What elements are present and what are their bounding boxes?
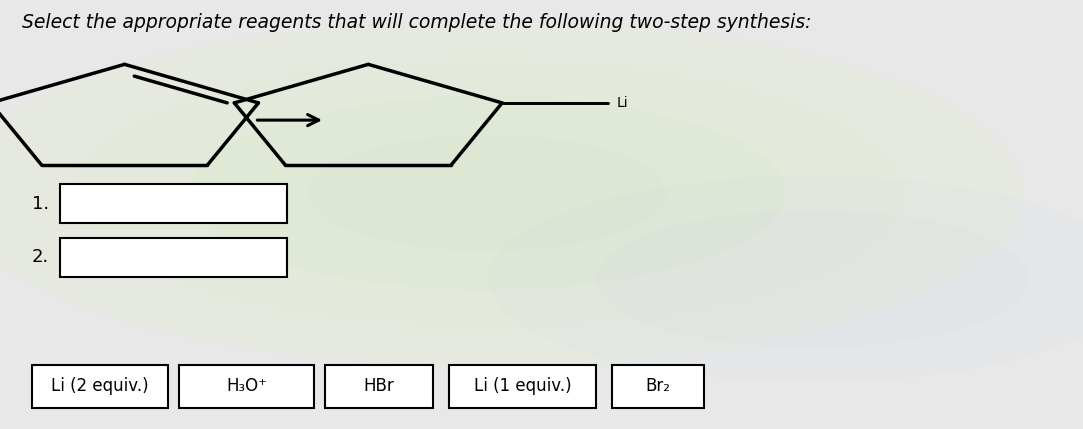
Text: 2.: 2. [31,248,49,266]
Text: H₃O⁺: H₃O⁺ [226,377,266,395]
Text: 1.: 1. [31,195,49,213]
FancyBboxPatch shape [325,365,433,408]
Text: Li: Li [616,96,628,110]
Ellipse shape [309,135,666,251]
FancyBboxPatch shape [32,365,168,408]
FancyBboxPatch shape [179,365,314,408]
Ellipse shape [0,19,1023,367]
FancyBboxPatch shape [449,365,596,408]
Text: Li (2 equiv.): Li (2 equiv.) [51,377,149,395]
Ellipse shape [190,97,785,290]
Text: Li (1 equiv.): Li (1 equiv.) [473,377,572,395]
Text: HBr: HBr [364,377,394,395]
Text: Br₂: Br₂ [645,377,670,395]
Ellipse shape [487,176,1083,382]
FancyBboxPatch shape [60,238,287,277]
FancyBboxPatch shape [60,184,287,223]
Ellipse shape [596,210,1029,347]
Text: Select the appropriate reagents that will complete the following two-step synthe: Select the appropriate reagents that wil… [22,13,811,32]
FancyBboxPatch shape [612,365,704,408]
Ellipse shape [70,58,904,328]
